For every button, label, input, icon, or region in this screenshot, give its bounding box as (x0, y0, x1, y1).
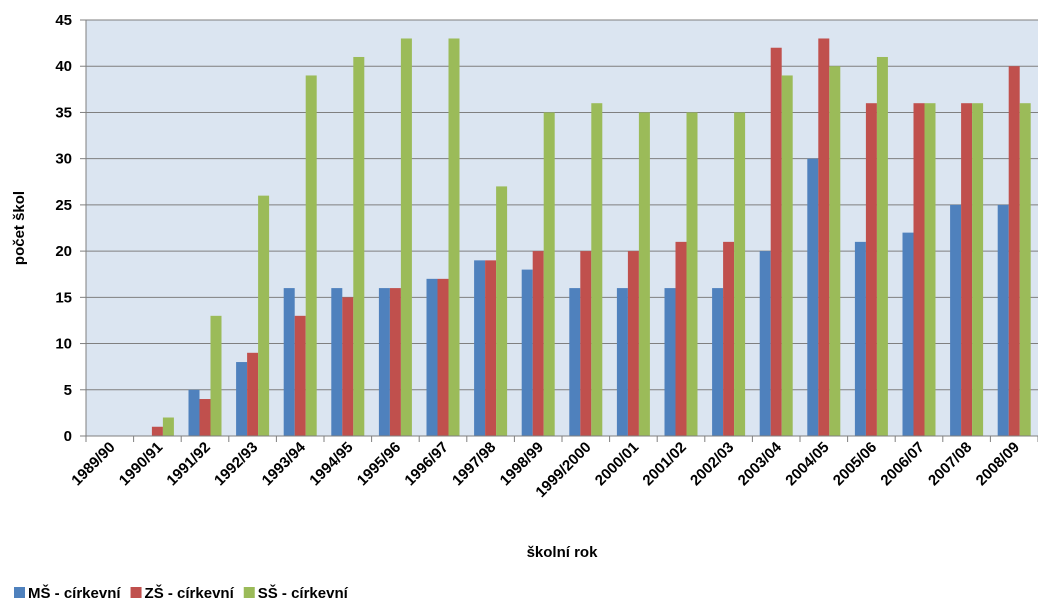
x-tick-label: 2001/02 (639, 439, 689, 489)
bar (950, 204, 962, 436)
bar (712, 288, 724, 436)
bar (627, 251, 639, 436)
bar (723, 241, 735, 436)
bar (818, 38, 830, 436)
bar (759, 251, 771, 436)
x-tick-label: 2008/09 (973, 439, 1023, 489)
x-tick-label: 1990/91 (116, 439, 166, 489)
bar (283, 288, 295, 436)
y-tick-label: 20 (55, 243, 72, 260)
bar (781, 75, 793, 436)
x-tick-label: 1996/97 (401, 439, 451, 489)
bar (474, 260, 486, 436)
bar (247, 352, 259, 436)
y-tick-label: 40 (55, 58, 72, 75)
bar (236, 362, 248, 436)
bar (448, 38, 460, 436)
bar (734, 112, 746, 436)
x-tick-label: 1997/98 (449, 439, 499, 489)
bar (686, 112, 698, 436)
y-tick-label: 0 (64, 428, 72, 445)
x-tick-label: 2002/03 (687, 439, 737, 489)
bar (854, 241, 866, 436)
axes (85, 20, 1038, 442)
bar (342, 297, 354, 436)
bar (829, 66, 841, 436)
bar (378, 288, 390, 436)
bar (389, 288, 401, 436)
x-tick-label: 1994/95 (306, 439, 356, 489)
bar (400, 38, 412, 436)
x-tick-label: 1991/92 (163, 439, 213, 489)
bar (151, 426, 163, 436)
bar (569, 288, 581, 436)
x-axis-title: školní rok (527, 544, 599, 561)
bar (188, 389, 200, 436)
bar (294, 315, 306, 436)
bar (521, 269, 533, 436)
legend-label: ZŠ - církevní (145, 584, 235, 602)
x-tick-label: 1992/93 (211, 439, 261, 489)
bar (496, 186, 508, 436)
bar (305, 75, 317, 436)
x-tick-label: 1989/90 (68, 439, 118, 489)
bar (532, 251, 544, 436)
y-tick-label: 15 (55, 289, 72, 306)
bar (199, 399, 211, 436)
bar (591, 103, 603, 436)
bar (210, 315, 222, 436)
bar (638, 112, 650, 436)
bar (807, 158, 819, 436)
legend-swatch (130, 587, 142, 598)
x-tick-label: 2006/07 (877, 439, 927, 489)
y-tick-labels: 0 5 10 15 20 25 30 35 40 45 (55, 12, 72, 445)
bar (258, 195, 270, 436)
bar (961, 103, 973, 436)
legend: MŠ - církevní ZŠ - církevní SŠ - církevní (14, 584, 349, 602)
bar (972, 103, 984, 436)
bar (437, 278, 449, 436)
y-tick-label: 30 (55, 151, 72, 168)
bar (924, 103, 936, 436)
y-tick-label: 35 (55, 104, 72, 121)
bar (580, 251, 592, 436)
bar (426, 278, 438, 436)
bar (770, 47, 782, 436)
x-tick-label: 2000/01 (592, 439, 642, 489)
bar (902, 232, 914, 436)
y-tick-label: 25 (55, 197, 72, 214)
legend-label: MŠ - církevní (28, 584, 121, 602)
bar (865, 103, 877, 436)
x-tick-label: 1993/94 (259, 438, 310, 489)
y-axis-title: počet škol (11, 191, 28, 265)
legend-swatch (243, 587, 255, 598)
x-tick-label: 2007/08 (925, 439, 975, 489)
bar (913, 103, 925, 436)
x-tick-label: 2003/04 (735, 438, 786, 489)
bar (1008, 66, 1020, 436)
y-tick-label: 10 (55, 336, 72, 353)
x-tick-label: 2005/06 (830, 439, 880, 489)
bar (353, 56, 365, 436)
x-tick-labels: 1989/901990/911991/921992/931993/941994/… (68, 438, 1023, 501)
bars (151, 38, 1031, 436)
bar (997, 204, 1009, 436)
y-tick-label: 5 (64, 382, 72, 399)
y-tick-label: 45 (55, 12, 72, 29)
bar (485, 260, 497, 436)
bar (162, 417, 174, 436)
bar (1019, 103, 1031, 436)
bar (675, 241, 687, 436)
bar (876, 56, 888, 436)
bar (664, 288, 676, 436)
bar (331, 288, 343, 436)
x-tick-label: 1995/96 (354, 439, 404, 489)
legend-swatch (14, 587, 25, 598)
x-tick-label: 2004/05 (782, 439, 832, 489)
bar (543, 112, 555, 436)
legend-label: SŠ - církevní (258, 584, 349, 602)
bar (616, 288, 628, 436)
plot-area (86, 20, 1038, 436)
